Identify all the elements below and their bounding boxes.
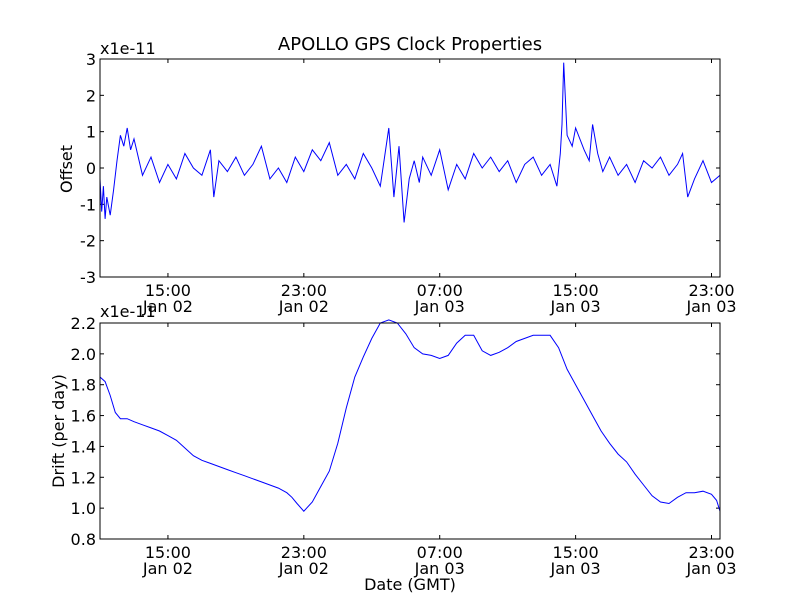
- x-axis-label: Date (GMT): [364, 575, 456, 594]
- offset-axis-label: Offset: [57, 145, 76, 193]
- offset-ytick-label: 2: [86, 86, 96, 105]
- offset-xtick-time: 15:00: [553, 281, 599, 300]
- drift-tick-labels: 2.2 2.0 1.8 1.6 1.4 1.2 1.0 0.8 15:00 23…: [71, 314, 737, 578]
- drift-ytick-label: 1.2: [71, 468, 96, 487]
- drift-xtick-time: 15:00: [553, 543, 599, 562]
- offset-ytick-label: -3: [80, 268, 96, 287]
- drift-xtick-time: 15:00: [145, 543, 191, 562]
- offset-xtick-date: Jan 03: [685, 297, 736, 316]
- offset-ytick-label: 1: [86, 123, 96, 142]
- chart-title: APOLLO GPS Clock Properties: [278, 34, 542, 55]
- offset-ytick-label: 3: [86, 50, 96, 69]
- offset-xtick-date: Jan 03: [414, 297, 465, 316]
- drift-ytick-label: 1.4: [71, 437, 96, 456]
- offset-tick-labels: 3 2 1 0 -1 -2 -3 15:00 23:00 07:00 15:00…: [80, 50, 737, 316]
- drift-xtick-date: Jan 02: [278, 559, 329, 578]
- offset-series-line: [99, 62, 721, 223]
- drift-plot-frame: [99, 322, 721, 540]
- drift-xtick-time: 23:00: [281, 543, 327, 562]
- offset-xtick-date: Jan 03: [550, 297, 601, 316]
- offset-multiplier-label: x1e-11: [100, 39, 156, 58]
- offset-ytick-label: -1: [80, 195, 96, 214]
- offset-ytick-label: 0: [86, 159, 96, 178]
- drift-axis-label: Drift (per day): [49, 374, 68, 488]
- drift-xtick-date: Jan 03: [550, 559, 601, 578]
- offset-panel: x1e-11 Offset 3 2 1 0 -1 -2 -3 15:00 23:…: [57, 39, 737, 316]
- drift-ytick-label: 1.6: [71, 407, 96, 426]
- drift-series-line: [99, 319, 721, 512]
- offset-xtick-time: 23:00: [281, 281, 327, 300]
- offset-xtick-time: 23:00: [688, 281, 734, 300]
- drift-ytick-label: 2.2: [71, 314, 96, 333]
- offset-xtick-date: Jan 02: [142, 297, 193, 316]
- drift-ytick-label: 1.0: [71, 499, 96, 518]
- drift-xtick-date: Jan 02: [142, 559, 193, 578]
- drift-ytick-label: 0.8: [71, 530, 96, 549]
- drift-xtick-time: 23:00: [688, 543, 734, 562]
- drift-xtick-date: Jan 03: [685, 559, 736, 578]
- offset-xtick-time: 15:00: [145, 281, 191, 300]
- drift-ytick-label: 2.0: [71, 345, 96, 364]
- drift-multiplier-label: x1e-11: [100, 302, 156, 321]
- drift-xtick-time: 07:00: [417, 543, 463, 562]
- offset-plot-frame: [99, 58, 721, 278]
- drift-xtick-date: Jan 03: [414, 559, 465, 578]
- offset-xtick-date: Jan 02: [278, 297, 329, 316]
- drift-panel: x1e-11 Drift (per day) Date (GMT) 2.2 2.…: [49, 302, 737, 594]
- drift-ytick-label: 1.8: [71, 376, 96, 395]
- offset-ytick-label: -2: [80, 232, 96, 251]
- offset-xtick-time: 07:00: [417, 281, 463, 300]
